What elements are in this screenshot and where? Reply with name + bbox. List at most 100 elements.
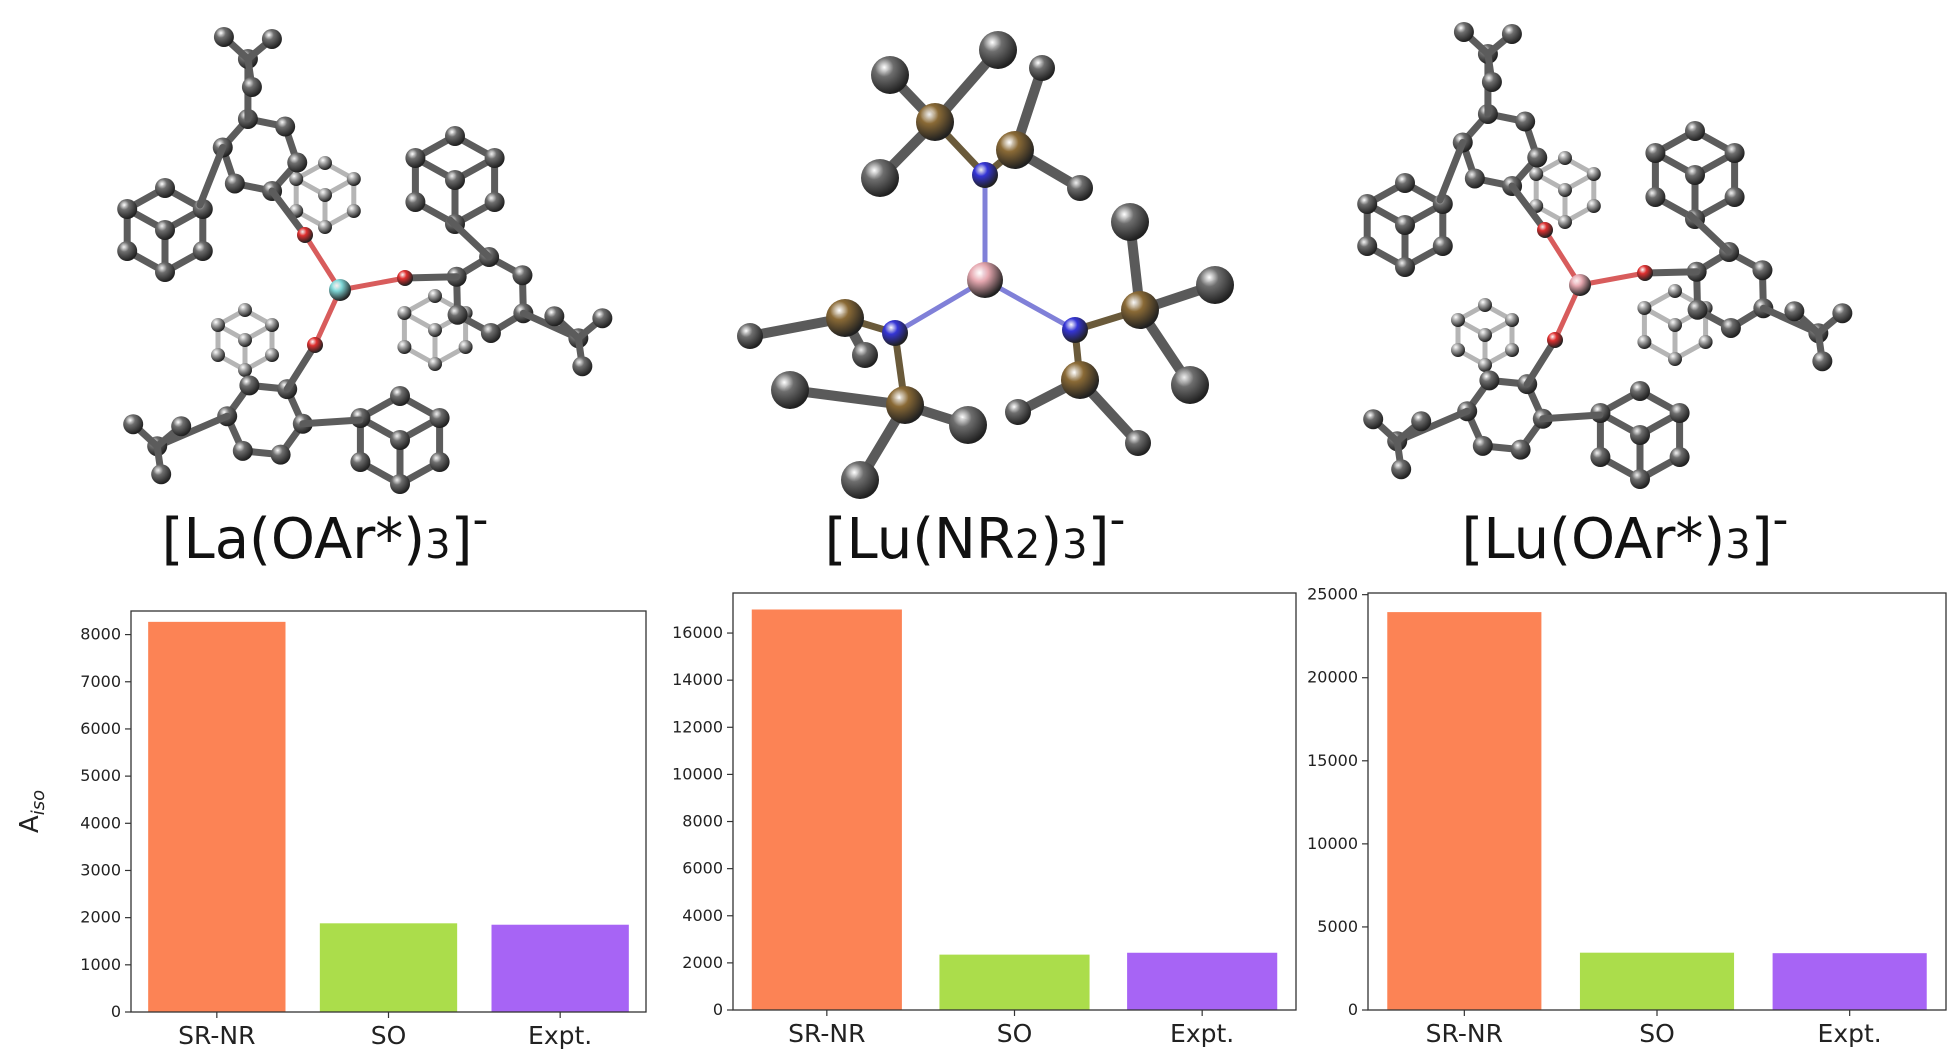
bond [1641,268,1701,277]
y-tick-label: 0 [713,1000,723,1019]
carbon-atom [512,265,533,286]
panel-lu-nr2: [Lu(NR2)3]- 0 2000 4000 6000 8000 10000 12000 1… [650,0,1300,1050]
y-tick-label: 15000 [1307,751,1358,770]
y-tick-label: 3000 [80,860,121,879]
carbon-atom [1478,298,1492,312]
silicon-atom [916,103,954,141]
carbon-atom [1687,299,1708,320]
carbon-atom [397,306,412,320]
methyl-carbon-atom [1171,366,1209,404]
y-tick-label: 14000 [672,670,723,689]
carbon-atom [224,173,245,194]
lutetium-atom [1569,274,1591,296]
carbon-atom [1637,301,1652,315]
bond [1523,336,1559,388]
bond [401,273,461,282]
y-tick-label: 10000 [672,764,723,783]
bond [283,341,319,393]
carbon-atom [270,444,291,465]
bar-so [1579,952,1735,1010]
carbon-atom [1832,303,1853,324]
carbon-atom [239,375,260,396]
silicon-atom [826,299,864,337]
carbon-atom [1784,301,1805,322]
carbon-atom [1411,411,1432,432]
carbon-atom [390,386,410,406]
bar-sr-nr [751,609,902,1010]
carbon-atom [1558,215,1572,229]
carbon-atom [484,192,505,212]
bond [1436,138,1467,204]
carbon-atom [1357,236,1378,256]
lanthanum-atom [329,279,351,301]
bond [446,216,493,261]
nitrogen-atom [1062,317,1088,343]
carbon-atom [275,116,296,137]
carbon-atom [1558,183,1572,197]
y-axis-label: Aiso [15,790,49,833]
bar-chart: 0 2000 4000 6000 8000 10000 12000 14000 16000 SR-… [672,592,1297,1048]
carbon-atom [1395,215,1415,235]
oxygen-atom [307,337,323,353]
bond [1686,211,1733,256]
y-tick-label: 2000 [80,908,121,927]
carbon-atom [211,348,225,362]
carbon-atom [232,440,253,461]
carbon-atom [155,262,175,282]
y-tick-label: 5000 [1317,917,1358,936]
carbon-atom [1669,447,1690,467]
bond [196,143,227,209]
carbon-atom [1669,403,1690,423]
carbon-atom [238,333,252,347]
carbon-atom [445,170,465,190]
x-tick-label: SR-NR [178,1021,255,1050]
carbon-atom [1668,318,1682,332]
carbon-atom [1451,313,1465,327]
nitrogen-atom [882,320,908,346]
silicon-atom [1121,291,1159,329]
x-tick-label: Expt. [1818,1019,1882,1048]
carbon-atom [346,172,361,186]
carbon-atom [397,340,412,354]
carbon-atom [445,126,465,146]
carbon-atom [447,304,468,325]
carbon-atom [405,148,426,168]
methyl-carbon-atom [852,342,878,368]
nitrogen-atom [972,162,998,188]
carbon-atom [1590,447,1611,467]
carbon-atom [1510,439,1531,460]
carbon-atom [1363,409,1384,430]
carbon-atom [1478,328,1492,342]
y-tick-label: 8000 [682,812,723,831]
y-tick-label: 25000 [1307,585,1358,604]
y-tick-label: 0 [1348,1000,1358,1019]
la-oar-molecule-image [117,26,613,494]
carbon-atom [287,152,308,173]
panel-la-oar: [La(OAr*)3]- 0 1000 2000 3000 4000 5000 6000 70… [0,0,650,1050]
carbon-atom [289,172,304,186]
carbon-atom [318,156,332,170]
methyl-carbon-atom [771,371,809,409]
carbon-atom [1685,165,1705,185]
lu-oar-molecule-image [1357,21,1853,489]
bond [1393,407,1471,445]
carbon-atom [592,308,613,329]
carbon-atom [1812,351,1833,372]
methyl-carbon-atom [871,56,909,94]
carbon-atom [1432,236,1453,256]
oxygen-atom [1537,222,1553,238]
y-tick-label: 8000 [80,625,121,644]
x-tick-label: Expt. [528,1021,592,1050]
bond [299,416,364,428]
y-tick-label: 0 [111,1002,121,1021]
methyl-carbon-atom [1196,266,1234,304]
carbon-atom [171,416,192,437]
carbon-atom [1391,459,1412,480]
carbon-atom [428,289,442,303]
methyl-carbon-atom [1067,175,1093,201]
carbon-atom [480,322,501,343]
x-tick-label: SO [1639,1019,1675,1048]
bar-chart: 0 1000 2000 3000 4000 5000 6000 7000 8000 SR-NR SO… [15,610,647,1050]
carbon-atom [1720,317,1741,338]
compound-title: [Lu(NR2)3]- [824,494,1126,572]
